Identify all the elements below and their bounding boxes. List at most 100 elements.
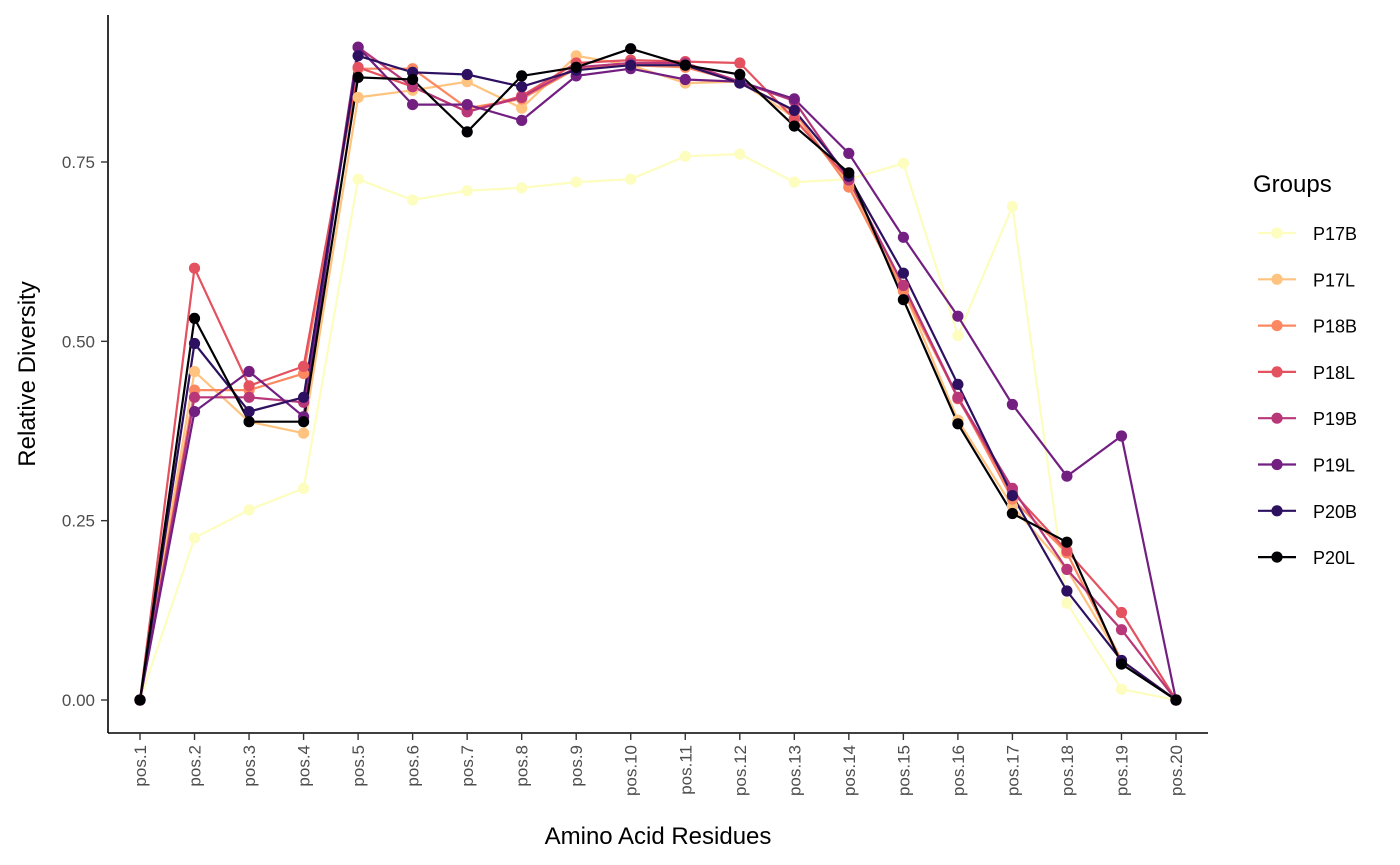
data-point-P19L <box>1115 430 1128 442</box>
legend-label: P17B <box>1313 224 1357 244</box>
x-tick-label: pos.6 <box>404 745 423 787</box>
data-point-P20B <box>243 406 255 418</box>
data-point-P17B <box>516 182 528 194</box>
data-point-P19L <box>679 73 691 86</box>
data-point-P17B <box>461 185 473 197</box>
x-tick-label: pos.19 <box>1112 745 1131 796</box>
data-point-P19L <box>188 406 201 418</box>
data-point-P20L <box>1170 694 1182 706</box>
x-tick-label: pos.10 <box>622 745 641 796</box>
x-tick-label: pos.20 <box>1167 745 1186 796</box>
data-point-P17B <box>897 157 910 169</box>
data-point-P17B <box>352 173 364 185</box>
data-point-P18L <box>1115 606 1128 619</box>
series-line-P20B <box>138 54 1177 701</box>
series-points <box>134 41 1182 706</box>
legend-label: P20L <box>1313 548 1355 568</box>
x-tick-label: pos.1 <box>131 745 150 787</box>
data-point-P17B <box>952 330 964 342</box>
data-point-P20B <box>461 68 473 81</box>
legend-label: P19B <box>1313 409 1357 429</box>
data-point-P20L <box>952 418 964 430</box>
x-tick-label: pos.9 <box>567 745 586 787</box>
data-point-P19L <box>897 231 910 243</box>
data-point-P20L <box>516 70 528 82</box>
x-tick-label: pos.12 <box>731 745 750 796</box>
x-tick-label: pos.2 <box>186 745 205 787</box>
data-point-P18L <box>1061 545 1073 557</box>
data-point-P19B <box>952 391 964 403</box>
data-point-P19L <box>788 93 800 105</box>
data-point-P18L <box>243 380 255 392</box>
data-point-P19L <box>461 99 473 111</box>
y-tick-label: 0.25 <box>62 512 95 531</box>
data-point-P20B <box>788 104 800 116</box>
data-point-P19B <box>1061 563 1073 576</box>
data-point-P19B <box>516 91 528 103</box>
data-point-P20L <box>1115 658 1128 670</box>
data-point-P19B <box>243 391 255 403</box>
data-point-P19L <box>352 41 364 53</box>
data-point-P19L <box>1006 398 1019 411</box>
data-point-P19L <box>516 114 528 126</box>
data-point-P20L <box>298 416 310 428</box>
legend-point-P19L <box>1271 458 1283 471</box>
data-point-P20L <box>1061 536 1073 548</box>
data-point-P20B <box>952 378 964 390</box>
data-point-P17B <box>407 194 419 206</box>
series-line-P17L <box>138 54 1177 701</box>
data-point-P17L <box>298 427 310 439</box>
legend: Groups P17B P17L P18B P18L P19B P19L P20B P20L <box>1253 171 1357 568</box>
legend-label: P18L <box>1313 363 1355 383</box>
legend-label: P18B <box>1313 317 1357 337</box>
data-point-P17B <box>1061 597 1073 609</box>
y-tick-label: 0.75 <box>62 153 95 172</box>
legend-point-P20L <box>1271 551 1283 563</box>
data-point-P19L <box>1061 470 1073 482</box>
legend-point-P18B <box>1271 320 1283 332</box>
axes <box>107 15 1208 734</box>
data-point-P20L <box>461 126 473 138</box>
y-axis-title: Relative Diversity <box>14 281 41 466</box>
legend-point-P17L <box>1271 273 1283 285</box>
legend-title: Groups <box>1253 171 1332 198</box>
data-point-P19L <box>843 147 855 159</box>
data-point-P20L <box>734 68 746 81</box>
data-point-P17B <box>570 176 582 188</box>
x-tick-label: pos.7 <box>458 745 477 787</box>
data-point-P19L <box>243 365 255 378</box>
data-point-P17L <box>516 102 528 114</box>
data-point-P18L <box>188 262 201 274</box>
data-point-P20L <box>352 71 364 83</box>
data-point-P20L <box>134 694 146 706</box>
data-point-P20L <box>897 294 910 306</box>
data-point-P17L <box>188 365 201 378</box>
y-tick-label: 0.50 <box>62 332 95 351</box>
series-line-P18B <box>138 64 1177 701</box>
x-tick-label: pos.13 <box>785 745 804 796</box>
x-tick-label: pos.3 <box>240 745 259 787</box>
data-point-P20L <box>843 167 855 179</box>
data-point-P17B <box>1115 683 1128 695</box>
legend-label: P20B <box>1313 502 1357 522</box>
data-point-P18L <box>352 61 364 73</box>
data-point-P20L <box>625 43 637 55</box>
x-tick-label: pos.16 <box>949 745 968 796</box>
data-point-P20B <box>734 77 746 89</box>
data-point-P17B <box>679 150 691 162</box>
series-lines <box>138 46 1178 702</box>
data-point-P20B <box>298 391 310 403</box>
data-point-P20B <box>1061 585 1073 597</box>
data-point-P17B <box>298 482 310 494</box>
data-point-P19B <box>1115 624 1128 636</box>
series-line-P19L <box>138 46 1178 701</box>
series-line-P17B <box>138 153 1177 702</box>
legend-point-P18L <box>1271 366 1283 378</box>
x-tick-label: pos.17 <box>1003 745 1022 796</box>
data-point-P17B <box>625 173 637 185</box>
data-point-P17B <box>1006 200 1019 213</box>
data-point-P17B <box>788 176 800 188</box>
data-point-P19L <box>407 99 419 111</box>
series-line-P20L <box>138 47 1177 701</box>
